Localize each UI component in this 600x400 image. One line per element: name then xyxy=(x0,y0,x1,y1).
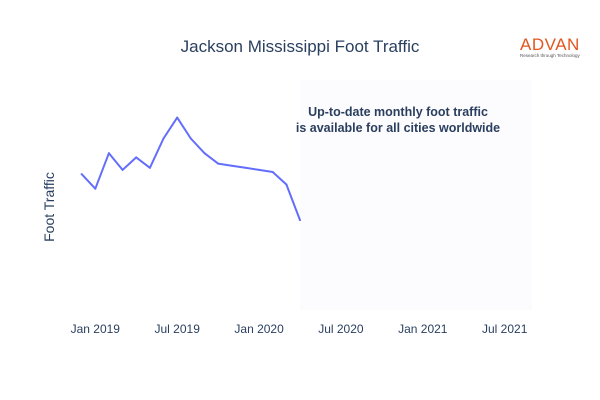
data-point xyxy=(121,168,124,171)
data-point xyxy=(148,166,151,169)
data-point xyxy=(244,166,247,169)
data-point xyxy=(189,137,192,140)
data-point xyxy=(176,116,179,119)
data-point xyxy=(230,164,233,167)
logo-name: ADVAN xyxy=(520,35,580,54)
data-point xyxy=(258,168,261,171)
logo-tagline: Research through Technology xyxy=(520,53,580,58)
data-point xyxy=(80,173,83,176)
data-point xyxy=(285,183,288,186)
x-axis-ticks: Jan 2019 Jul 2019 Jan 2020 Jul 2020 Jan 2021… xyxy=(71,322,528,336)
x-tick-label: Jul 2021 xyxy=(482,322,528,336)
x-tick-label: Jan 2019 xyxy=(71,322,121,336)
data-point xyxy=(107,152,110,155)
annotation-line-2: is available for all cities worldwide xyxy=(296,121,500,135)
data-point xyxy=(299,219,301,222)
data-point xyxy=(94,187,97,190)
data-point xyxy=(271,171,274,173)
x-tick-label: Jul 2019 xyxy=(155,322,201,336)
y-axis-label: Foot Traffic xyxy=(41,172,57,242)
chart-title: Jackson Mississippi Foot Traffic xyxy=(181,37,420,56)
data-point xyxy=(162,137,165,140)
annotation-line-1: Up-to-date monthly foot traffic xyxy=(308,105,488,119)
data-point xyxy=(203,152,206,155)
annotation: Up-to-date monthly foot traffic is avail… xyxy=(296,105,500,135)
series-layer xyxy=(80,116,301,222)
data-point xyxy=(217,162,220,165)
advan-logo: ADVAN Research through Technology xyxy=(520,35,580,58)
x-tick-label: Jul 2020 xyxy=(318,322,364,336)
x-tick-label: Jan 2021 xyxy=(398,322,448,336)
data-point xyxy=(135,156,138,159)
x-tick-label: Jan 2020 xyxy=(234,322,284,336)
shaded-region xyxy=(300,80,532,310)
